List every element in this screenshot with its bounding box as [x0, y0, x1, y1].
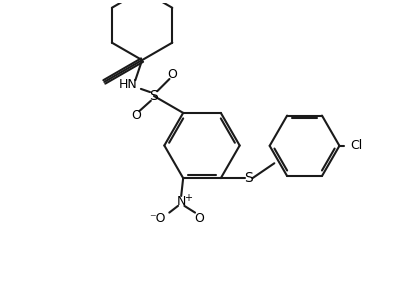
Text: S: S: [149, 89, 158, 103]
Text: ⁻O: ⁻O: [149, 212, 166, 225]
Text: O: O: [131, 109, 141, 122]
Text: N: N: [177, 195, 186, 208]
Text: HN: HN: [119, 78, 138, 91]
Text: O: O: [167, 68, 177, 81]
Text: S: S: [244, 171, 253, 185]
Text: +: +: [184, 193, 192, 203]
Text: Cl: Cl: [351, 139, 363, 152]
Text: O: O: [194, 212, 204, 225]
